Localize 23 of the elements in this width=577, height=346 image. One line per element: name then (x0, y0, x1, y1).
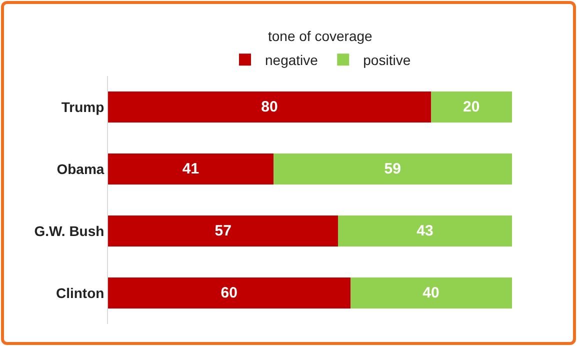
y-tick-label: Trump (61, 98, 104, 115)
data-label: 40 (422, 284, 440, 302)
data-label: 43 (416, 222, 434, 240)
y-tick-label: Clinton (56, 284, 104, 301)
bar (338, 216, 512, 246)
data-label: 57 (214, 222, 232, 240)
data-label: 41 (182, 160, 200, 178)
data-label: 59 (384, 160, 401, 178)
y-tick-label: Obama (56, 160, 104, 177)
legend-label: negative (265, 52, 318, 68)
data-label: 80 (261, 98, 278, 116)
bar (108, 278, 350, 308)
data-label: 20 (463, 98, 480, 116)
y-tick-label: G.W. Bush (34, 222, 104, 239)
data-label: 60 (220, 284, 238, 302)
bar (108, 216, 338, 246)
bar (274, 154, 512, 184)
bar (108, 154, 274, 184)
legend-title: tone of coverage (268, 28, 373, 44)
bar (350, 278, 512, 308)
bar (431, 92, 512, 122)
bar (108, 92, 431, 122)
legend-label: positive (363, 52, 411, 68)
